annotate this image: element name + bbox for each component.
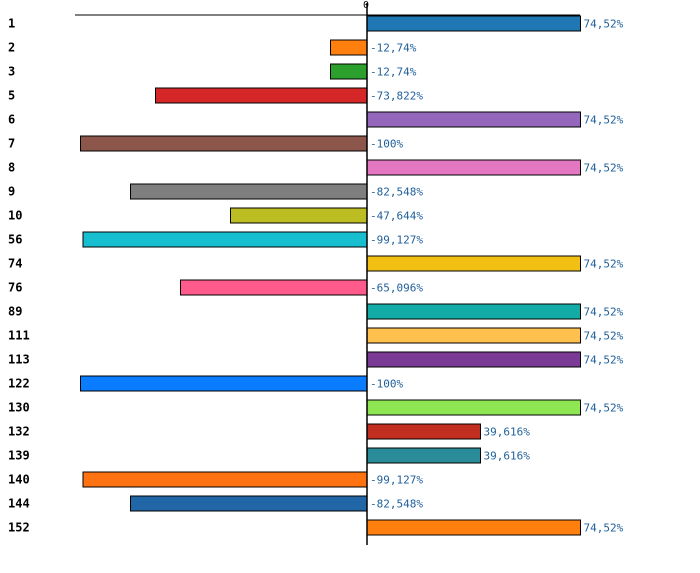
bar bbox=[129, 495, 368, 512]
value-label: 74,52% bbox=[583, 258, 623, 271]
bar bbox=[366, 423, 481, 440]
bar bbox=[366, 111, 581, 128]
category-label: 130 bbox=[8, 401, 30, 415]
category-label: 140 bbox=[8, 473, 30, 487]
bar bbox=[366, 15, 581, 32]
value-label: 74,52% bbox=[583, 354, 623, 367]
value-label: -82,548% bbox=[370, 186, 423, 199]
value-label: -65,096% bbox=[370, 282, 423, 295]
category-label: 7 bbox=[8, 137, 15, 151]
category-label: 76 bbox=[8, 281, 22, 295]
value-label: 74,52% bbox=[583, 522, 623, 535]
category-label: 9 bbox=[8, 185, 15, 199]
bar bbox=[154, 87, 368, 104]
category-label: 2 bbox=[8, 41, 15, 55]
bar bbox=[366, 159, 581, 176]
bar bbox=[366, 447, 481, 464]
value-label: -99,127% bbox=[370, 474, 423, 487]
bar bbox=[82, 471, 368, 488]
category-label: 139 bbox=[8, 449, 30, 463]
bar bbox=[129, 183, 368, 200]
category-label: 132 bbox=[8, 425, 30, 439]
value-label: -12,74% bbox=[370, 42, 417, 55]
bar bbox=[366, 519, 581, 536]
bar bbox=[179, 279, 368, 296]
category-label: 5 bbox=[8, 89, 15, 103]
bar bbox=[366, 327, 581, 344]
category-label: 144 bbox=[8, 497, 30, 511]
value-label: -100% bbox=[370, 378, 403, 391]
category-label: 152 bbox=[8, 521, 30, 535]
value-label: 39,616% bbox=[483, 426, 530, 439]
bar bbox=[329, 63, 368, 80]
category-label: 113 bbox=[8, 353, 30, 367]
value-label: 74,52% bbox=[583, 162, 623, 175]
value-label: -99,127% bbox=[370, 234, 423, 247]
category-label: 6 bbox=[8, 113, 15, 127]
bar bbox=[229, 207, 368, 224]
category-label: 122 bbox=[8, 377, 30, 391]
bar bbox=[366, 303, 581, 320]
value-label: 74,52% bbox=[583, 402, 623, 415]
category-label: 111 bbox=[8, 329, 30, 343]
bar bbox=[366, 255, 581, 272]
value-label: -47,644% bbox=[370, 210, 423, 223]
bar bbox=[80, 135, 368, 152]
bar bbox=[80, 375, 368, 392]
category-label: 8 bbox=[8, 161, 15, 175]
value-label: -82,548% bbox=[370, 498, 423, 511]
value-label: -73,822% bbox=[370, 90, 423, 103]
zero-tick-label: 0 bbox=[363, 0, 369, 11]
category-label: 1 bbox=[8, 17, 15, 31]
bar bbox=[329, 39, 368, 56]
category-label: 74 bbox=[8, 257, 22, 271]
bar bbox=[366, 351, 581, 368]
value-label: 74,52% bbox=[583, 330, 623, 343]
category-label: 56 bbox=[8, 233, 22, 247]
value-label: 74,52% bbox=[583, 18, 623, 31]
value-label: -12,74% bbox=[370, 66, 417, 79]
bar bbox=[366, 399, 581, 416]
value-label: 74,52% bbox=[583, 114, 623, 127]
category-label: 3 bbox=[8, 65, 15, 79]
value-label: -100% bbox=[370, 138, 403, 151]
bar bbox=[82, 231, 368, 248]
category-label: 10 bbox=[8, 209, 22, 223]
value-label: 74,52% bbox=[583, 306, 623, 319]
value-label: 39,616% bbox=[483, 450, 530, 463]
category-label: 89 bbox=[8, 305, 22, 319]
